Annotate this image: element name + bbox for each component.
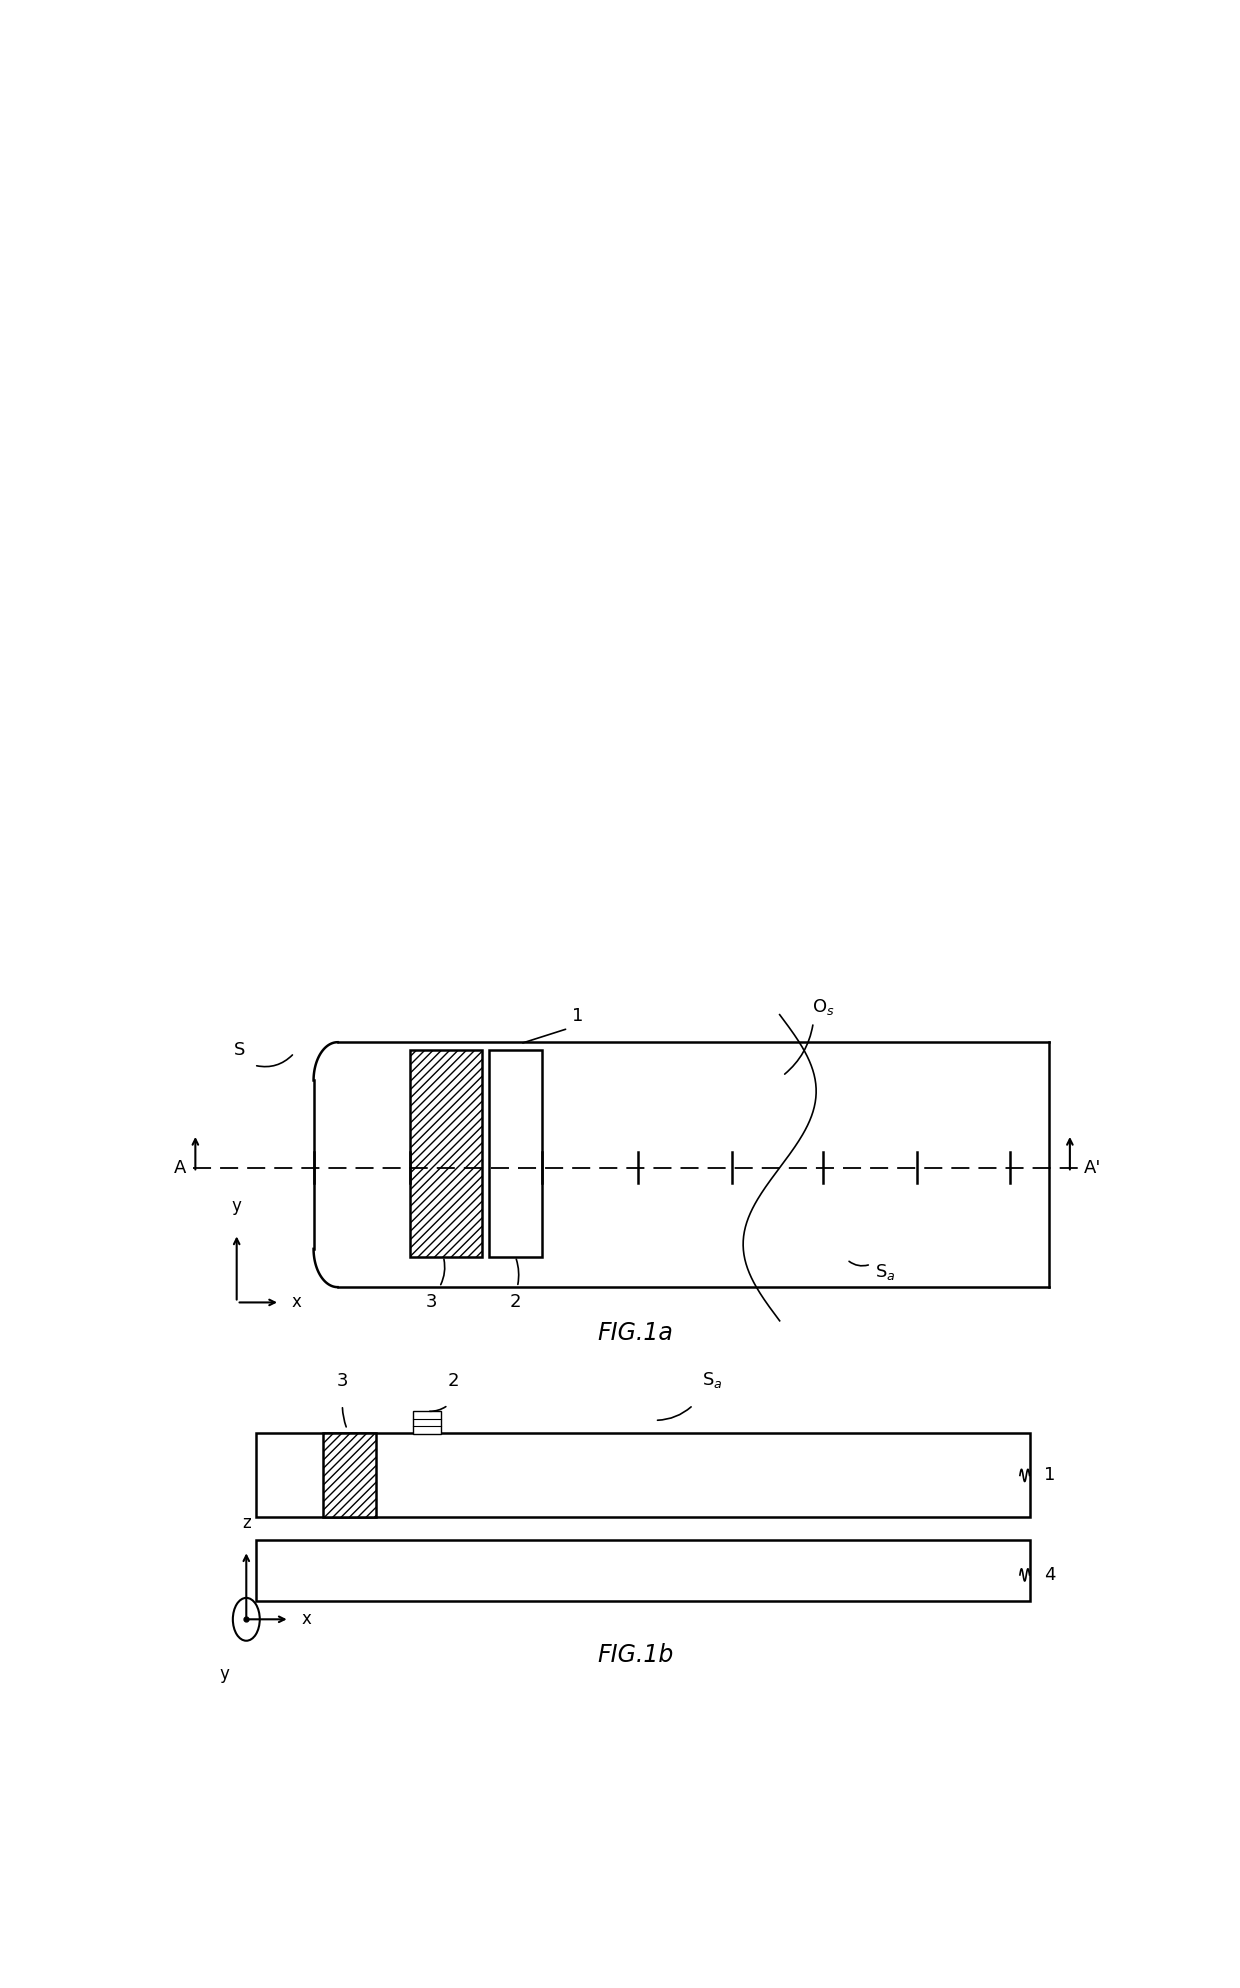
Text: 2: 2 xyxy=(510,1294,521,1312)
Text: A': A' xyxy=(1084,1159,1101,1177)
Text: 3: 3 xyxy=(336,1372,348,1390)
Text: z: z xyxy=(242,1515,250,1533)
Text: y: y xyxy=(232,1197,242,1215)
Bar xyxy=(409,1050,481,1256)
Bar xyxy=(490,1050,542,1256)
Text: 2: 2 xyxy=(448,1372,459,1390)
Bar xyxy=(255,1433,1029,1517)
Bar xyxy=(255,1539,1029,1600)
Text: FIG.1a: FIG.1a xyxy=(598,1322,673,1346)
Text: S$_a$: S$_a$ xyxy=(875,1262,895,1282)
Text: 4: 4 xyxy=(1044,1567,1055,1584)
Text: S$_a$: S$_a$ xyxy=(702,1370,723,1390)
Text: A: A xyxy=(174,1159,186,1177)
Text: x: x xyxy=(291,1294,301,1312)
FancyBboxPatch shape xyxy=(314,1042,1049,1286)
Text: 3: 3 xyxy=(427,1294,438,1312)
Text: S: S xyxy=(234,1042,246,1060)
Text: 1: 1 xyxy=(1044,1467,1055,1485)
Text: x: x xyxy=(301,1610,311,1628)
Text: FIG.1b: FIG.1b xyxy=(598,1642,673,1666)
Text: O$_s$: O$_s$ xyxy=(811,998,835,1018)
Text: y: y xyxy=(219,1666,229,1684)
Bar xyxy=(413,1411,441,1433)
Bar xyxy=(324,1433,376,1517)
Text: 1: 1 xyxy=(572,1008,584,1026)
